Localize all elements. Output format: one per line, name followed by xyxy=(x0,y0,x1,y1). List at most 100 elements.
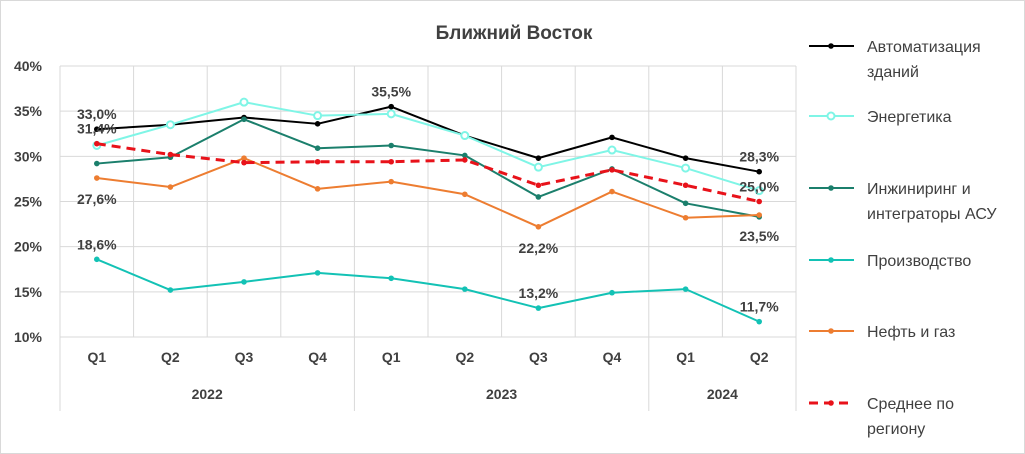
data-point xyxy=(460,131,470,141)
data-point xyxy=(756,168,762,175)
data-point xyxy=(241,116,247,123)
data-point xyxy=(535,194,542,200)
legend-label: Производство xyxy=(867,253,971,270)
y-tick-label: 30% xyxy=(14,148,43,164)
data-point xyxy=(94,160,100,167)
legend-item: Инжиниринг и интеграторы АСУ xyxy=(809,181,997,223)
series-1 xyxy=(92,97,764,196)
data-point xyxy=(462,157,468,163)
year-label: 2024 xyxy=(707,386,738,402)
series-line xyxy=(96,118,760,218)
year-label: 2023 xyxy=(486,386,517,402)
x-tick-label: Q3 xyxy=(235,349,254,365)
series-5 xyxy=(94,140,762,205)
data-point xyxy=(388,158,395,165)
data-point xyxy=(462,286,468,292)
data-point xyxy=(94,126,100,133)
legend-label: Нефть и газ xyxy=(867,324,955,341)
x-tick-label: Q1 xyxy=(382,349,401,365)
data-point xyxy=(165,120,175,130)
legend-item: Производство xyxy=(809,253,971,270)
legend: Автоматизация зданий Энергетика Инжиниринг … xyxy=(809,39,997,438)
x-tick-label: Q1 xyxy=(87,349,106,365)
series-line xyxy=(96,258,760,323)
data-point xyxy=(682,200,689,207)
data-point xyxy=(388,103,395,110)
legend-item: Автоматизация зданий xyxy=(809,39,981,81)
series-line xyxy=(96,105,760,173)
data-label: 11,7% xyxy=(740,299,779,315)
data-point xyxy=(754,186,764,196)
legend-label: Автоматизация зданий xyxy=(867,39,981,81)
legend-item: Нефть и газ xyxy=(809,324,955,341)
data-point xyxy=(682,286,689,292)
x-tick-label: Q4 xyxy=(308,349,327,365)
series-line xyxy=(96,157,760,228)
data-point xyxy=(94,175,100,181)
data-point xyxy=(533,162,543,172)
data-point xyxy=(94,140,100,147)
data-point xyxy=(682,214,689,221)
series-line xyxy=(96,142,760,203)
data-point xyxy=(386,109,396,119)
data-point xyxy=(607,145,617,155)
year-label: 2022 xyxy=(192,386,223,402)
data-point xyxy=(239,97,249,107)
data-point xyxy=(609,167,615,173)
legend-marker xyxy=(828,328,834,334)
data-point xyxy=(609,289,615,296)
data-point xyxy=(314,121,321,127)
data-point xyxy=(314,186,321,192)
legend-marker xyxy=(826,111,836,121)
data-point xyxy=(388,178,395,185)
data-point xyxy=(241,155,247,161)
data-point xyxy=(682,155,689,161)
data-point xyxy=(167,184,174,190)
data-point xyxy=(314,270,321,276)
series-lines xyxy=(92,97,764,325)
data-label: 13,2% xyxy=(519,285,559,301)
x-tick-label: Q1 xyxy=(676,349,695,365)
data-label: 25,0% xyxy=(739,179,779,195)
legend-label: Инжиниринг и интеграторы АСУ xyxy=(867,181,997,223)
data-label: 33,0% xyxy=(77,106,117,122)
x-tick-label: Q2 xyxy=(161,349,180,365)
data-point xyxy=(94,256,100,263)
data-point xyxy=(535,155,542,161)
data-point xyxy=(167,287,174,293)
y-tick-label: 20% xyxy=(14,239,43,255)
data-point xyxy=(756,318,762,325)
data-point xyxy=(609,134,615,141)
legend-marker xyxy=(828,400,834,406)
data-point xyxy=(535,305,542,311)
x-tick-label: Q2 xyxy=(750,349,769,365)
axes: 10% 15% 20% 25% 30% 35% 40% Q1 Q2 Q3 Q4 Q1 Q2 Q3 Q4 Q1 Q… xyxy=(14,58,797,411)
y-tick-label: 25% xyxy=(14,194,43,210)
data-label: 23,5% xyxy=(739,228,779,244)
data-point xyxy=(756,198,762,205)
data-label: 28,3% xyxy=(739,149,779,165)
chart-title: Ближний Восток xyxy=(436,23,593,44)
x-tick-label: Q2 xyxy=(455,349,474,365)
data-point xyxy=(535,223,542,230)
data-point xyxy=(314,158,321,165)
data-point xyxy=(313,111,323,121)
data-point xyxy=(681,163,691,173)
data-point xyxy=(167,151,174,158)
x-tick-label: Q3 xyxy=(529,349,548,365)
y-tick-label: 35% xyxy=(14,103,43,119)
data-point xyxy=(241,159,247,166)
data-point xyxy=(609,188,615,195)
data-point xyxy=(682,182,689,189)
data-point xyxy=(535,182,542,189)
series-4 xyxy=(94,155,762,230)
legend-marker xyxy=(828,257,834,263)
data-label: 31,4% xyxy=(77,121,117,137)
y-tick-label: 40% xyxy=(14,58,43,74)
data-labels: 33,0% 35,5% 28,3% 31,4% 25,0% 27,6% 22,2% 23,5%… xyxy=(77,84,780,315)
series-3 xyxy=(94,256,762,325)
legend-label: Энергетика xyxy=(867,109,952,126)
data-point xyxy=(462,191,468,198)
